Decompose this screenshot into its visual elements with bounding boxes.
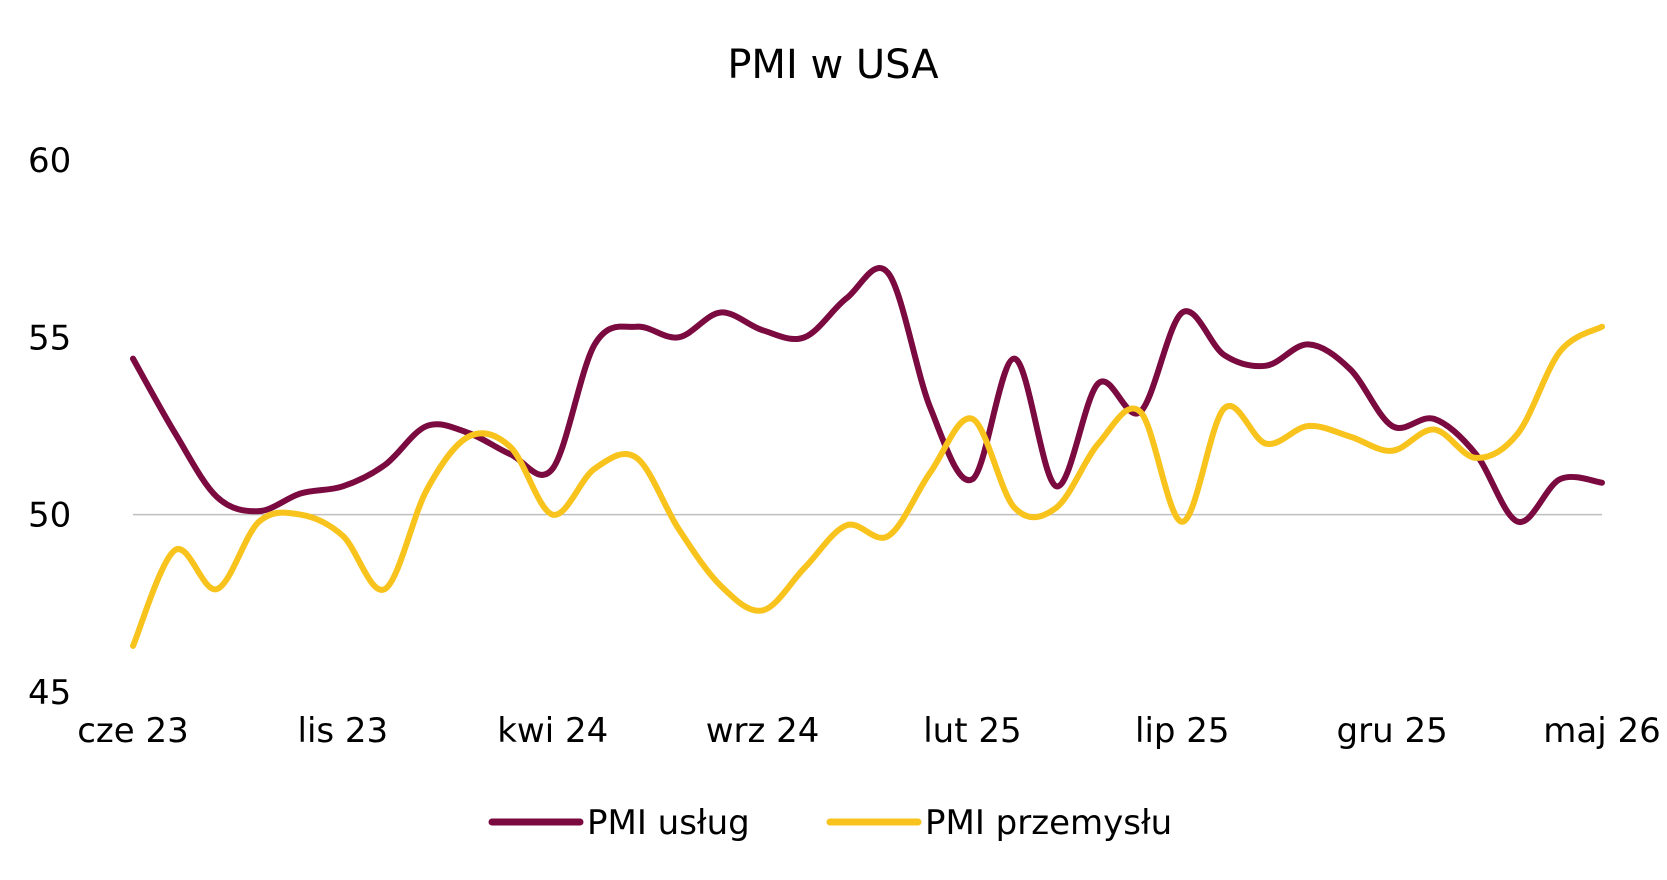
data-point-pmi-przemyslu — [172, 547, 178, 553]
data-point-pmi-uslug — [802, 334, 808, 340]
data-point-pmi-uslug — [214, 494, 220, 500]
data-point-pmi-przemyslu — [466, 434, 472, 440]
x-tick-label: lip 25 — [1135, 711, 1230, 751]
data-point-pmi-uslug — [1389, 423, 1395, 429]
data-point-pmi-uslug — [382, 462, 388, 468]
legend-label-pmi-uslug: PMI usług — [587, 803, 750, 843]
data-point-pmi-przemyslu — [1263, 441, 1269, 447]
data-point-pmi-przemyslu — [1053, 505, 1059, 511]
data-point-pmi-przemyslu — [1347, 434, 1353, 440]
data-point-pmi-uslug — [1347, 366, 1353, 372]
data-point-pmi-przemyslu — [1221, 405, 1227, 411]
data-point-pmi-przemyslu — [1599, 324, 1605, 330]
data-point-pmi-uslug — [844, 295, 850, 301]
legend-label-pmi-przemyslu: PMI przemysłu — [925, 803, 1172, 843]
data-point-pmi-przemyslu — [1557, 349, 1563, 355]
data-point-pmi-uslug — [172, 430, 178, 436]
x-tick-label: lis 23 — [298, 711, 389, 751]
data-point-pmi-przemyslu — [718, 583, 724, 589]
x-axis: cze 23 lis 23 kwi 24 wrz 24 lut 25 lip 25 gru … — [77, 711, 1661, 751]
data-point-pmi-przemyslu — [802, 565, 808, 571]
data-point-pmi-uslug — [550, 466, 556, 472]
data-point-pmi-przemyslu — [130, 643, 136, 649]
data-point-pmi-uslug — [928, 405, 934, 411]
x-tick-label: wrz 24 — [706, 711, 820, 751]
data-point-pmi-przemyslu — [298, 512, 304, 518]
data-point-pmi-przemyslu — [256, 519, 262, 525]
data-point-pmi-przemyslu — [969, 416, 975, 422]
data-point-pmi-przemyslu — [1179, 519, 1185, 525]
data-point-pmi-uslug — [760, 327, 766, 333]
data-point-pmi-przemyslu — [928, 469, 934, 475]
data-point-pmi-przemyslu — [382, 586, 388, 592]
data-point-pmi-uslug — [340, 483, 346, 489]
data-point-pmi-uslug — [718, 310, 724, 316]
data-point-pmi-uslug — [1011, 356, 1017, 362]
data-point-pmi-przemyslu — [1095, 441, 1101, 447]
x-tick-label: gru 25 — [1337, 711, 1448, 751]
series-line-pmi-przemyslu — [130, 323, 1605, 649]
data-point-pmi-uslug — [256, 508, 262, 514]
data-point-pmi-uslug — [1431, 416, 1437, 422]
data-point-pmi-uslug — [130, 356, 136, 362]
data-point-pmi-uslug — [634, 324, 640, 330]
data-point-pmi-przemyslu — [886, 533, 892, 539]
data-point-pmi-uslug — [298, 490, 304, 496]
y-tick-label: 55 — [28, 318, 71, 358]
data-point-pmi-uslug — [1053, 483, 1059, 489]
chart-title: PMI w USA — [727, 42, 939, 88]
data-point-pmi-przemyslu — [214, 586, 220, 592]
data-point-pmi-przemyslu — [508, 444, 514, 450]
data-point-pmi-przemyslu — [760, 607, 766, 613]
series-line-pmi-uslug — [130, 265, 1605, 525]
data-point-pmi-przemyslu — [1473, 455, 1479, 461]
legend: PMI usług PMI przemysłu — [488, 803, 1172, 843]
data-point-pmi-uslug — [1263, 363, 1269, 369]
data-point-pmi-uslug — [1305, 341, 1311, 347]
data-point-pmi-przemyslu — [592, 466, 598, 472]
data-point-pmi-przemyslu — [634, 455, 640, 461]
data-point-pmi-przemyslu — [340, 533, 346, 539]
data-point-pmi-uslug — [886, 271, 892, 277]
data-point-pmi-uslug — [969, 476, 975, 482]
data-point-pmi-przemyslu — [550, 512, 556, 518]
y-tick-label: 50 — [28, 496, 71, 536]
y-tick-label: 45 — [28, 673, 71, 713]
data-point-pmi-uslug — [1515, 519, 1521, 525]
data-point-pmi-przemyslu — [1011, 505, 1017, 511]
data-point-pmi-przemyslu — [424, 487, 430, 493]
y-tick-label: 60 — [28, 141, 71, 181]
data-point-pmi-przemyslu — [1305, 423, 1311, 429]
data-point-pmi-uslug — [1557, 476, 1563, 482]
data-point-pmi-przemyslu — [1137, 409, 1143, 415]
y-axis: 45 50 55 60 — [28, 141, 71, 713]
x-tick-label: lut 25 — [923, 711, 1021, 751]
data-point-pmi-przemyslu — [1389, 448, 1395, 454]
x-tick-label: maj 26 — [1543, 711, 1660, 751]
data-point-pmi-przemyslu — [1431, 427, 1437, 433]
data-point-pmi-uslug — [1179, 310, 1185, 316]
data-point-pmi-przemyslu — [676, 526, 682, 532]
data-point-pmi-uslug — [424, 423, 430, 429]
x-tick-label: kwi 24 — [497, 711, 608, 751]
data-point-pmi-uslug — [1221, 352, 1227, 358]
data-point-pmi-uslug — [676, 334, 682, 340]
data-point-pmi-uslug — [1599, 480, 1605, 486]
series-layer — [130, 265, 1605, 649]
x-tick-label: cze 23 — [77, 711, 189, 751]
data-point-pmi-przemyslu — [844, 522, 850, 528]
data-point-pmi-uslug — [592, 341, 598, 347]
data-point-pmi-uslug — [1095, 380, 1101, 386]
data-point-pmi-przemyslu — [1515, 430, 1521, 436]
